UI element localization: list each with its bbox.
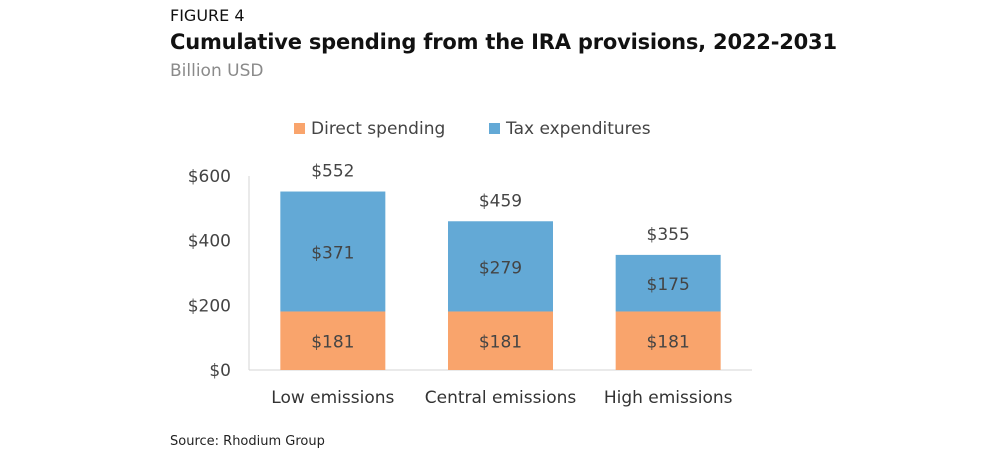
bar-data-label: $175 xyxy=(647,275,690,295)
y-tick-label: $0 xyxy=(209,361,231,381)
bar-segment-direct-spending xyxy=(448,311,553,370)
legend-label: Direct spending xyxy=(311,119,445,139)
legend-swatch xyxy=(489,123,500,134)
bar-total-label: $355 xyxy=(647,225,690,245)
chart-title: Cumulative spending from the IRA provisi… xyxy=(170,30,837,54)
source-note: Source: Rhodium Group xyxy=(170,434,325,449)
bar-segment-tax-expenditures xyxy=(448,221,553,312)
bar-total-label: $459 xyxy=(479,192,522,212)
bar-data-label: $181 xyxy=(479,333,522,353)
bar-data-label: $181 xyxy=(311,333,354,353)
bar-total-label: $552 xyxy=(311,162,354,182)
bar-segment-tax-expenditures xyxy=(280,191,386,312)
x-category-label: High emissions xyxy=(604,388,733,408)
bar-data-label: $371 xyxy=(311,243,354,263)
figure-label: FIGURE 4 xyxy=(170,6,245,25)
bar-segment-tax-expenditures xyxy=(615,254,721,312)
x-category-label: Central emissions xyxy=(425,388,577,408)
legend-swatch xyxy=(294,123,305,134)
y-tick-label: $600 xyxy=(188,167,231,187)
y-tick-label: $200 xyxy=(188,296,231,316)
x-category-label: Low emissions xyxy=(271,388,394,408)
bar-data-label: $181 xyxy=(647,333,690,353)
chart-subtitle: Billion USD xyxy=(170,61,264,81)
bar-segment-direct-spending xyxy=(280,311,386,370)
legend-label: Tax expenditures xyxy=(505,119,651,139)
bar-segment-direct-spending xyxy=(615,311,721,370)
y-tick-label: $400 xyxy=(188,232,231,252)
bar-data-label: $279 xyxy=(479,258,522,278)
